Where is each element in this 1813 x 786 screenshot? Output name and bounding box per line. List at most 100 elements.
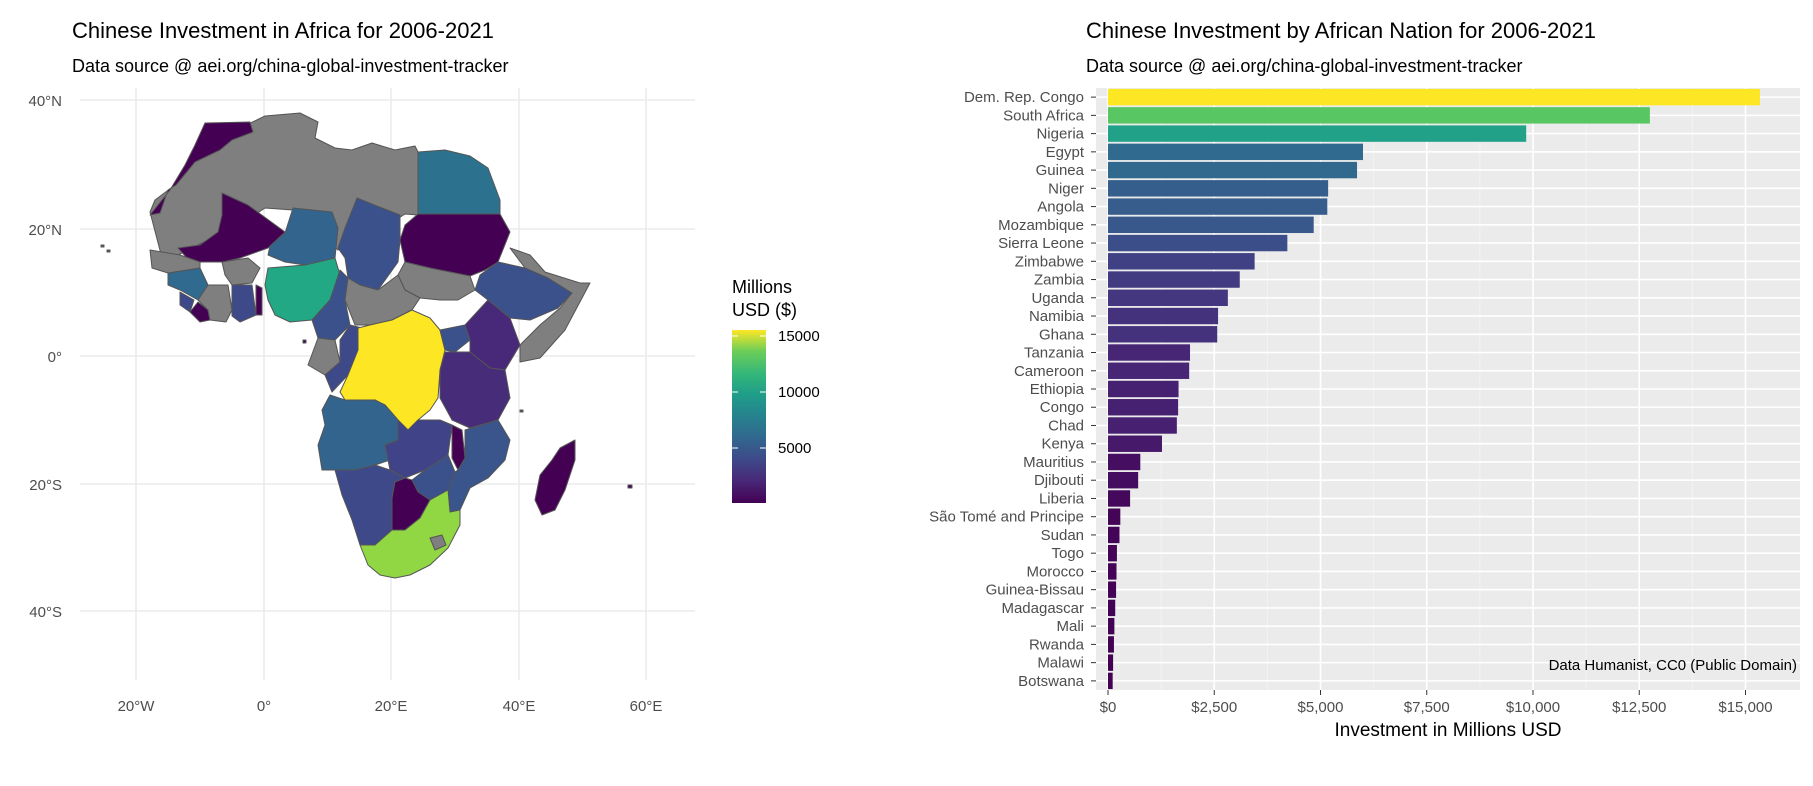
bar [1108, 453, 1141, 471]
category-label: Nigeria [1036, 126, 1084, 143]
bar [1108, 508, 1121, 525]
category-label: Sudan [1041, 527, 1084, 544]
island-comoros [519, 409, 524, 413]
category-label: Botswana [1018, 673, 1085, 690]
legend-title-line1: Millions [732, 277, 792, 297]
country-angola [317, 394, 399, 471]
country-south-africa [359, 489, 461, 579]
bar [1108, 88, 1760, 106]
country-togo [255, 284, 263, 316]
category-label: Egypt [1046, 144, 1085, 161]
category-label: Djibouti [1034, 472, 1084, 489]
bar [1108, 599, 1116, 617]
category-label: São Tomé and Principe [929, 509, 1084, 526]
country-uganda [439, 324, 471, 353]
bar-chart-title: Chinese Investment by African Nation for… [1086, 18, 1596, 43]
bar [1108, 526, 1120, 544]
category-label: Rwanda [1029, 636, 1085, 653]
x-tick-label: $0 [1100, 699, 1117, 716]
island-sao-tome [302, 339, 307, 344]
category-label: Tanzania [1024, 345, 1085, 362]
bar [1108, 234, 1288, 252]
category-label: Namibia [1029, 308, 1085, 325]
africa-map: 40°N 20°N 0° 20°S 40°S 20°W 0° 20°E 40°E… [28, 88, 820, 715]
category-label: Zambia [1034, 272, 1085, 289]
category-label: Chad [1048, 417, 1084, 434]
category-label: Angola [1037, 199, 1084, 216]
country-shapes [100, 112, 633, 579]
category-label: Mauritius [1023, 454, 1084, 471]
category-label: South Africa [1003, 107, 1085, 124]
lon-label: 0° [257, 698, 271, 715]
lat-label: 20°S [29, 477, 62, 494]
bar-panel: Chinese Investment by African Nation for… [900, 0, 1813, 786]
bar [1108, 125, 1527, 142]
country-ghana [231, 284, 257, 323]
bar [1108, 617, 1115, 635]
country-egypt [417, 149, 501, 215]
bar [1108, 180, 1329, 197]
category-label: Morocco [1026, 563, 1084, 580]
island-cape-verde [100, 244, 105, 248]
legend-colorbar [732, 330, 766, 503]
category-label: Dem. Rep. Congo [964, 89, 1084, 106]
legend-tick-label: 5000 [778, 440, 811, 457]
lon-label: 20°E [375, 698, 408, 715]
bar [1108, 581, 1117, 598]
legend-title-line2: USD ($) [732, 300, 797, 320]
bar [1108, 326, 1218, 343]
map-axis-labels: 40°N 20°N 0° 20°S 40°S 20°W 0° 20°E 40°E… [28, 93, 662, 715]
bar [1108, 490, 1131, 507]
chart-caption: Data Humanist, CC0 (Public Domain) [1548, 657, 1797, 674]
island-mauritius [627, 484, 633, 489]
x-tick-label: $5,000 [1298, 699, 1344, 716]
bar [1108, 253, 1255, 270]
country-madagascar [534, 439, 576, 516]
category-label: Togo [1051, 545, 1084, 562]
bar [1108, 362, 1190, 379]
map-title: Chinese Investment in Africa for 2006-20… [72, 18, 494, 43]
category-label: Mozambique [998, 217, 1084, 234]
lat-label: 40°N [28, 93, 62, 110]
category-label: Guinea [1036, 162, 1085, 179]
bar [1108, 636, 1114, 653]
category-label: Ethiopia [1030, 381, 1085, 398]
country-lesotho [429, 534, 447, 551]
country-senegal [149, 249, 201, 274]
legend-ticks [732, 335, 766, 449]
bar [1108, 544, 1117, 562]
bar [1108, 161, 1358, 179]
bar [1108, 143, 1363, 161]
category-label: Ghana [1039, 326, 1085, 343]
x-axis-label: Investment in Millions USD [1334, 720, 1561, 741]
map-gridlines [80, 88, 695, 680]
country-somalia [509, 247, 591, 363]
bar [1108, 654, 1114, 671]
category-label: Guinea-Bissau [986, 582, 1084, 599]
country-morocco [149, 121, 254, 216]
lat-label: 20°N [28, 222, 62, 239]
category-label: Congo [1040, 399, 1084, 416]
x-tick-label: $15,000 [1718, 699, 1772, 716]
bar [1108, 399, 1179, 416]
bar [1108, 307, 1219, 325]
bar [1108, 672, 1113, 690]
category-label: Cameroon [1014, 363, 1084, 380]
bar [1108, 216, 1314, 234]
lat-label: 40°S [29, 604, 62, 621]
bar-chart-subtitle: Data source @ aei.org/china-global-inves… [1086, 56, 1523, 76]
category-label: Madagascar [1001, 600, 1084, 617]
category-label: Zimbabwe [1015, 253, 1084, 270]
category-label: Liberia [1039, 490, 1085, 507]
bar [1108, 344, 1191, 361]
bar [1108, 472, 1139, 489]
lat-label: 0° [48, 349, 62, 366]
category-label: Malawi [1037, 655, 1084, 672]
country-cote-divoire [197, 284, 233, 323]
x-tick-label: $12,500 [1612, 699, 1666, 716]
legend-tick-label: 15000 [778, 328, 820, 345]
bar [1108, 289, 1228, 306]
x-tick-label: $2,500 [1191, 699, 1237, 716]
category-label: Uganda [1031, 290, 1084, 307]
bar [1108, 435, 1162, 452]
